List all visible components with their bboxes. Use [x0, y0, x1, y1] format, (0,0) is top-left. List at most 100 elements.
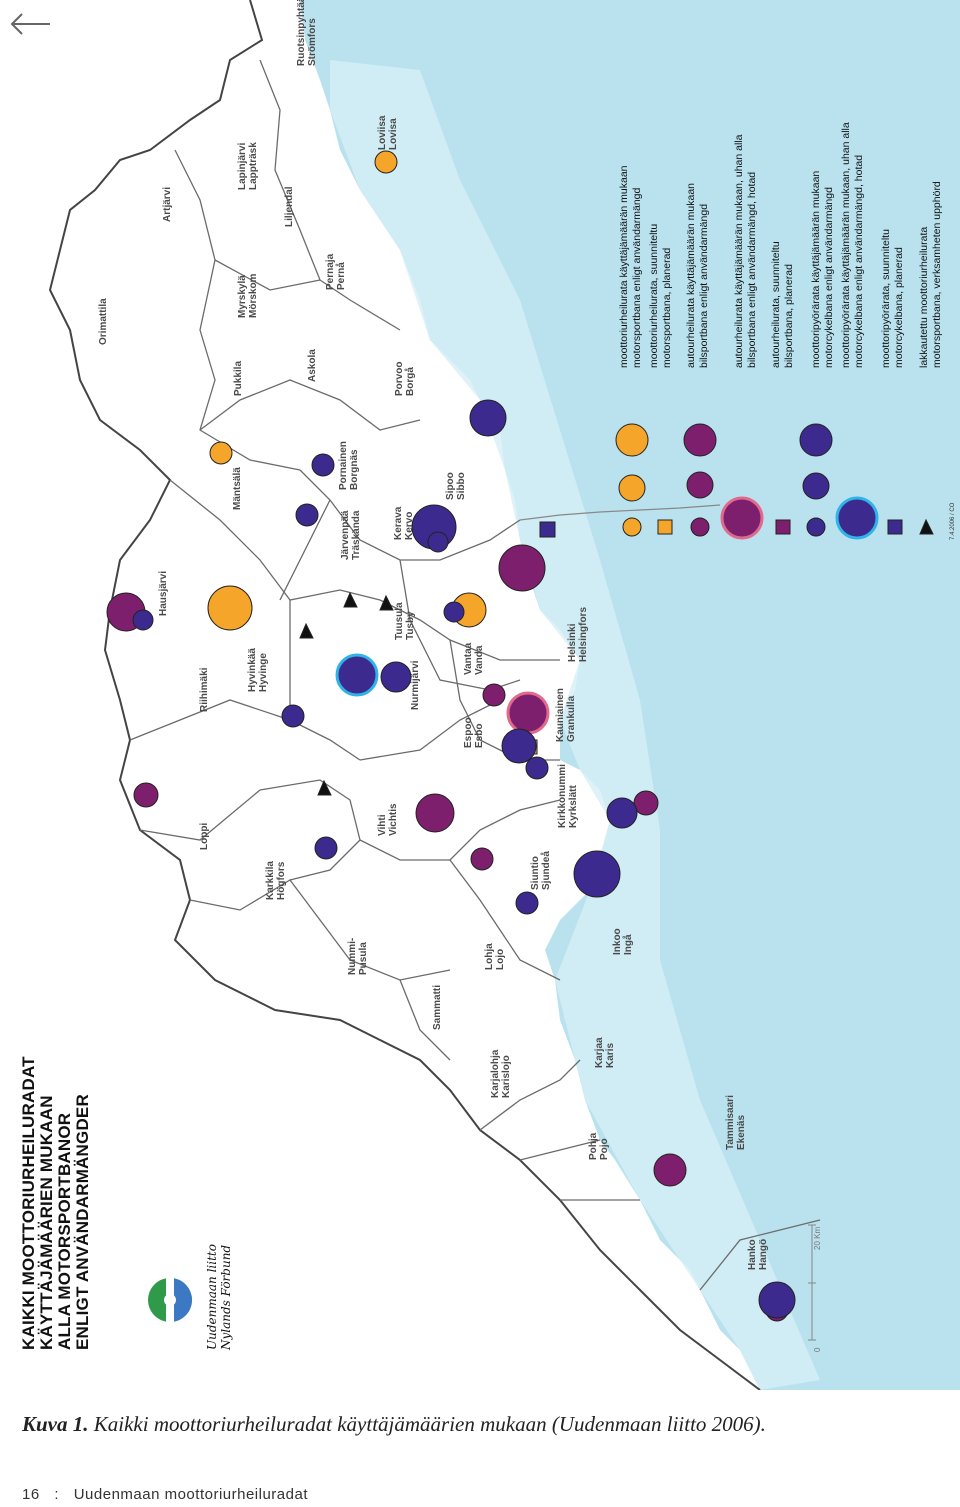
legend-blue-large	[799, 423, 833, 457]
place-name-fi: Lapinjärvi	[237, 142, 248, 190]
place-name-sv: Lojo	[495, 948, 506, 970]
credit-text: 7.4.2006 / CO	[950, 502, 956, 540]
place-label: Porvoo Borgå	[394, 362, 416, 396]
place-name-sv: Grankulla	[566, 695, 577, 742]
place-label: Hyvinkää Hyvinge	[247, 648, 269, 692]
legend-blue-medium	[802, 472, 830, 500]
sea-boundary-line	[519, 504, 721, 521]
motorcycle-track-marker[interactable]	[501, 728, 537, 764]
logo-mark	[148, 1278, 192, 1322]
back-arrow-icon[interactable]	[8, 10, 52, 38]
place-name-sv: Lappträsk	[248, 142, 259, 190]
place-name-sv: Helsingfors	[578, 606, 589, 662]
place-label: Pornainen Borgnäs	[338, 441, 360, 490]
motorcycle-track-marker[interactable]	[469, 399, 507, 437]
motorcycle-track-marker[interactable]	[443, 601, 465, 623]
car-track-marker[interactable]	[633, 790, 659, 816]
car-track-marker[interactable]	[498, 544, 546, 592]
place-name-sv: Borgnäs	[349, 449, 360, 490]
legend-entry: autourheilurata käyttäjämäärän mukaan, u…	[733, 135, 759, 368]
legend-symbols	[615, 423, 934, 540]
municipal-borders	[129, 59, 821, 1291]
legend-entry: moottoripyörärata käyttäjämäärän mukaan m…	[810, 171, 836, 368]
place-name-sv: Kervo	[404, 511, 415, 540]
car-track-threatened-marker[interactable]	[506, 691, 550, 735]
place-name-fi: Vantaa	[463, 642, 474, 675]
motorcycle-track-marker[interactable]	[573, 850, 621, 898]
legend-purple-square	[775, 519, 791, 535]
legend-entry-fi: moottoriurheilurata, suunniteltu	[648, 223, 660, 368]
motorcycle-track-marker[interactable]	[281, 704, 305, 728]
motorcycle-track-marker[interactable]	[295, 503, 319, 527]
legend-orange-large	[615, 423, 649, 457]
footer-separator: :	[54, 1486, 60, 1503]
place-name-fi: Hyvinkää	[247, 648, 258, 692]
place-name-sv: Pusula	[358, 942, 369, 975]
figure-caption: Kuva 1. Kaikki moottoriurheiluradat käyt…	[22, 1412, 766, 1437]
place-name-fi: Tuusula	[394, 602, 405, 640]
place-name-fi: Espoo	[463, 717, 474, 748]
car-track-marker[interactable]	[653, 1153, 687, 1187]
place-label: Tuusula Tusby	[394, 602, 416, 640]
title-line-3: ALLA MOTORSPORTBANOR	[55, 1112, 74, 1350]
logo-text: Uudenmaan liitto Nylands Förbund	[205, 1244, 233, 1350]
motorcycle-track-marker[interactable]	[314, 836, 338, 860]
legend-entry-sv: bilsportbana enligt användarmängd	[698, 203, 710, 368]
page-number: 16	[22, 1486, 40, 1503]
discontinued-track-marker[interactable]	[317, 779, 332, 796]
legend-entry-sv: motorsportbana enligt användarmängd	[631, 187, 643, 368]
place-label: Siuntio Sjundeå	[530, 851, 552, 890]
motorcycle-track-planned-marker[interactable]	[539, 521, 556, 538]
map-canvas	[48, 0, 960, 1391]
motorsport-track-marker[interactable]	[374, 150, 398, 174]
place-label: Tammisaari Ekenäs	[725, 1095, 747, 1150]
place-name-sv: Pernå	[336, 262, 347, 290]
legend-entry-fi: moottoripyörärata, suunniteltu	[880, 229, 892, 368]
motorcycle-track-marker[interactable]	[132, 609, 154, 631]
motorcycle-track-marker[interactable]	[380, 661, 412, 693]
place-label: Sammatti	[432, 985, 443, 1030]
car-track-marker[interactable]	[133, 782, 159, 808]
motorcycle-track-threatened-marker[interactable]	[335, 653, 379, 697]
place-name-sv: Vanda	[474, 645, 485, 675]
place-name-fi: Porvoo	[394, 361, 405, 396]
place-label: Mäntsälä	[232, 467, 243, 510]
place-label: Kerava Kervo	[393, 507, 415, 540]
place-name-sv: Esbo	[474, 723, 485, 748]
legend-purple-large	[683, 423, 717, 457]
car-track-marker[interactable]	[415, 793, 455, 833]
place-name-sv: Hangö	[758, 1238, 769, 1270]
car-track-marker[interactable]	[482, 683, 506, 707]
legend-entry: lakkautettu moottoriurheilurata motorspor…	[918, 181, 944, 368]
discontinued-track-marker[interactable]	[343, 591, 358, 608]
place-name-sv: Karislojo	[501, 1055, 512, 1098]
scale-bar	[808, 1224, 816, 1341]
motorcycle-track-marker[interactable]	[427, 531, 449, 553]
car-track-marker[interactable]	[470, 847, 494, 871]
place-name-fi: Kirkkonummi	[557, 764, 568, 828]
motorcycle-track-marker[interactable]	[525, 756, 549, 780]
caption-label: Kuva 1.	[22, 1412, 89, 1436]
place-name-fi: Hanko	[747, 1239, 758, 1270]
legend-entry: moottoripyörärata, suunniteltu motorcykel…	[880, 229, 906, 368]
legend-orange-small	[622, 517, 642, 537]
place-name-fi: Siuntio	[530, 856, 541, 890]
legend-entry-sv: bilsportbana enligt användarmängd, hotad	[746, 171, 758, 368]
legend-entry: moottoripyörärata käyttäjämäärän mukaan,…	[840, 122, 866, 368]
motorsport-track-marker[interactable]	[207, 585, 253, 631]
map-symbols	[106, 150, 796, 1322]
discontinued-track-marker[interactable]	[299, 622, 314, 639]
place-label: Nummi- Pusula	[347, 938, 369, 975]
place-name-fi: Liljendal	[284, 186, 295, 227]
motorcycle-track-marker[interactable]	[515, 891, 539, 915]
motorcycle-track-marker[interactable]	[606, 797, 638, 829]
place-name-sv: Mörskom	[248, 273, 259, 318]
place-name-fi: Mäntsälä	[232, 467, 243, 510]
legend-entry-fi: moottoriurheilurata käyttäjämäärän mukaa…	[618, 165, 630, 368]
discontinued-track-marker[interactable]	[379, 594, 394, 611]
motorcycle-track-marker[interactable]	[311, 453, 335, 477]
place-label: Loppi	[199, 823, 210, 850]
motorsport-track-marker[interactable]	[209, 441, 233, 465]
legend-entry-fi: autourheilurata käyttäjämäärän mukaan	[685, 182, 697, 368]
motorcycle-track-marker[interactable]	[758, 1281, 796, 1319]
